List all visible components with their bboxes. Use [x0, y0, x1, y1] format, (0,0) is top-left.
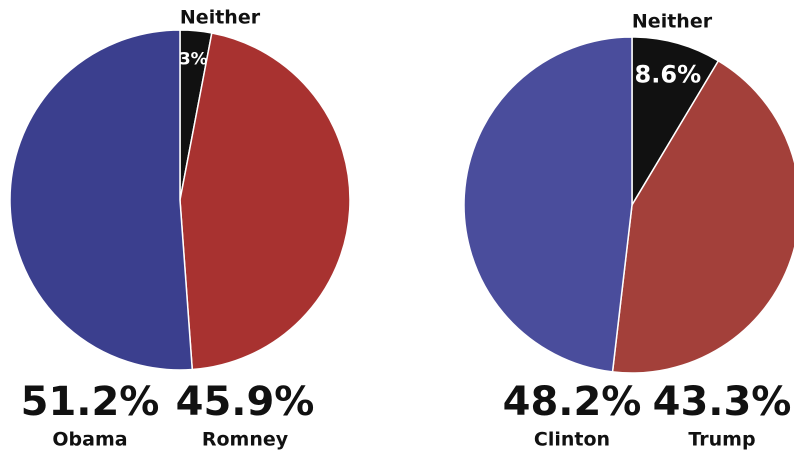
value-label: 43.3% — [653, 379, 792, 425]
category-label: Trump — [688, 429, 755, 451]
slice-label: 3% — [179, 50, 208, 70]
slice-category: Neither — [180, 7, 261, 29]
value-label: 48.2% — [503, 379, 642, 425]
category-label: Clinton — [534, 429, 610, 451]
pie-slice — [179, 32, 351, 371]
pie-slice — [9, 29, 194, 371]
value-label: 45.9% — [176, 379, 315, 425]
pie-slice — [463, 36, 633, 373]
pie-slice — [611, 59, 794, 374]
value-label: 51.2% — [21, 379, 160, 425]
category-label: Obama — [52, 429, 127, 451]
pie-slice — [631, 36, 720, 208]
slice-label: 8.6% — [635, 60, 702, 88]
category-label: Romney — [202, 429, 289, 451]
slice-category: Neither — [632, 11, 713, 33]
